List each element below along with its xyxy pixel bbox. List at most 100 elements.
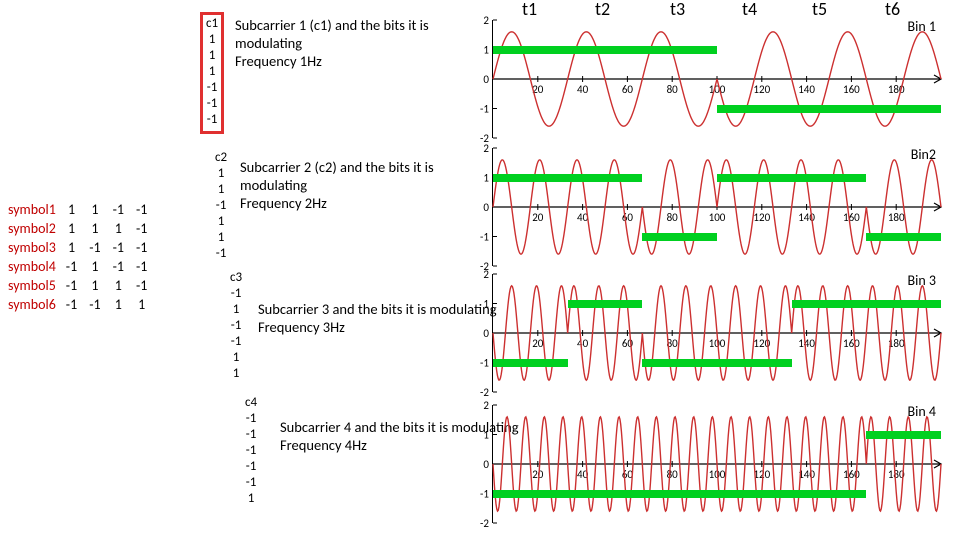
carrier-header: c3 [230,270,242,286]
svg-text:0: 0 [483,327,489,340]
svg-text:-2: -2 [480,517,489,530]
symbol-name: symbol3 [2,238,60,257]
carrier-bit: 1 [206,64,218,80]
symbol-cell: -1 [130,276,153,295]
symbol-cell: -1 [83,295,106,314]
plot-svg: 20406080100120140160180-2-1012 [493,274,941,392]
svg-text:-1: -1 [480,103,489,116]
carrier-header: c2 [215,150,227,166]
svg-text:0: 0 [483,201,489,214]
desc-line: Subcarrier 2 (c2) and the bits it is mod… [240,158,485,194]
carrier-bit: 1 [215,182,227,198]
desc-line: Frequency 3Hz [258,318,503,336]
carrier-bit: 1 [206,32,218,48]
symbol-cell: 1 [107,276,130,295]
desc-line: Subcarrier 1 (c1) and the bits it is mod… [235,16,480,52]
svg-text:1: 1 [483,172,489,185]
symbol-name: symbol6 [2,295,60,314]
desc-line: Subcarrier 3 and the bits it is modulati… [258,300,503,318]
table-row: symbol2111-1 [2,219,153,238]
carrier-bit: 1 [245,491,257,507]
symbol-name: symbol4 [2,257,60,276]
carrier-bit: 1 [215,230,227,246]
svg-text:80: 80 [667,211,679,224]
carrier-bit: -1 [245,443,257,459]
symbol-cell: -1 [130,238,153,257]
bit-segment [642,233,717,241]
carrier-vector-c2: c211-111-1 [215,150,227,262]
carrier-bit: -1 [206,112,218,128]
subcarrier-desc-3: Subcarrier 3 and the bits it is modulati… [258,300,503,336]
carrier-vector-c1: c1111-1-1-1 [200,12,224,134]
symbol-table: symbol111-1-1symbol2111-1symbol31-1-1-1s… [2,200,153,314]
symbol-cell: -1 [83,238,106,257]
carrier-bit: -1 [206,96,218,112]
symbol-cell: -1 [60,276,83,295]
carrier-bit: 1 [215,166,227,182]
symbol-name: symbol1 [2,200,60,219]
desc-line: Frequency 2Hz [240,194,485,212]
bit-segment [642,359,791,367]
carrier-bit: 1 [230,302,242,318]
bit-segment [493,359,568,367]
svg-text:2: 2 [483,142,489,155]
svg-text:40: 40 [577,83,589,96]
time-label: t4 [742,0,757,20]
svg-text:180: 180 [888,211,905,224]
symbol-cell: -1 [107,200,130,219]
symbol-cell: 1 [83,200,106,219]
svg-text:120: 120 [753,211,770,224]
carrier-vector-c3: c3-11-1-111 [230,270,242,382]
table-row: symbol31-1-1-1 [2,238,153,257]
plot-bin-4: 20406080100120140160180-2-1012Bin 4 [492,405,940,523]
symbol-cell: 1 [60,200,83,219]
bit-segment [717,105,941,113]
bit-segment [493,174,642,182]
carrier-bit: 1 [215,214,227,230]
plot-bin-1: 20406080100120140160180-2-1012Bin 1 [492,20,940,138]
svg-text:-1: -1 [480,488,489,501]
bin-label: Bin 3 [908,272,936,289]
svg-text:2: 2 [483,399,489,412]
symbol-cell: 1 [107,219,130,238]
svg-text:-1: -1 [480,231,489,244]
carrier-bit: -1 [215,198,227,214]
svg-text:-1: -1 [480,357,489,370]
symbol-cell: 1 [83,257,106,276]
bit-segment [792,300,941,308]
bit-segment [717,174,866,182]
svg-text:40: 40 [577,337,589,350]
plot-svg: 20406080100120140160180-2-1012 [493,405,941,523]
carrier-bit: 1 [206,48,218,64]
table-row: symbol4-11-1-1 [2,257,153,276]
svg-text:1: 1 [483,298,489,311]
svg-text:1: 1 [483,429,489,442]
symbol-cell: -1 [107,238,130,257]
svg-text:1: 1 [483,44,489,57]
bin-label: Bin2 [911,146,936,163]
carrier-bit: -1 [245,459,257,475]
svg-text:20: 20 [532,337,544,350]
symbol-cell: -1 [60,295,83,314]
svg-text:160: 160 [843,337,860,350]
carrier-bit: -1 [215,246,227,262]
bin-label: Bin 4 [908,403,936,420]
svg-text:160: 160 [843,83,860,96]
svg-text:80: 80 [667,468,679,481]
carrier-bit: -1 [230,318,242,334]
svg-text:100: 100 [709,211,726,224]
time-label: t2 [595,0,610,20]
svg-text:140: 140 [798,83,815,96]
carrier-bit: -1 [206,80,218,96]
plot-svg: 20406080100120140160180-2-1012 [493,148,941,266]
desc-line: Frequency 1Hz [235,52,480,70]
bit-segment [493,490,866,498]
symbol-cell: -1 [130,200,153,219]
carrier-header: c1 [206,16,218,32]
bit-segment [866,233,941,241]
time-label: t6 [885,0,900,20]
svg-text:60: 60 [622,83,634,96]
time-label: t3 [670,0,685,20]
svg-text:2: 2 [483,268,489,281]
carrier-bit: -1 [230,286,242,302]
